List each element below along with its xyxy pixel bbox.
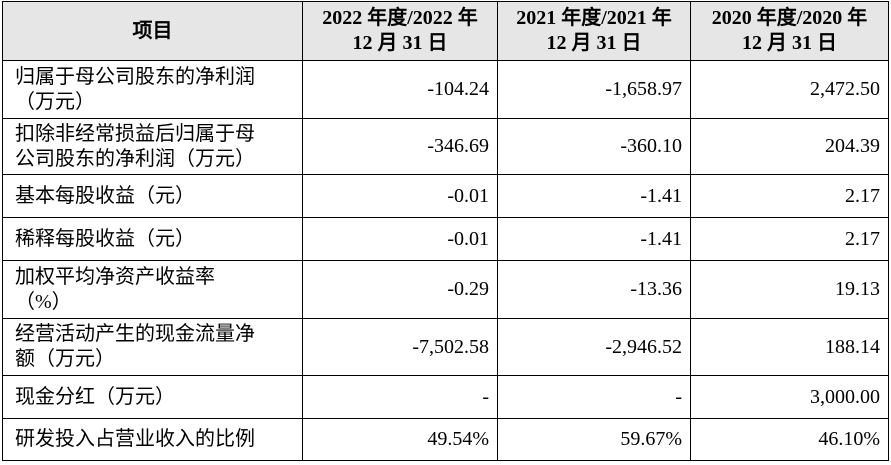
cell-line: 扣除非经常损益后归属于母 [15,122,255,145]
table-row: 基本每股收益（元） -0.01 -1.41 2.17 [2,174,889,218]
value-cell: 2,472.50 [690,60,889,119]
row-label: 现金分红（万元） [2,375,303,419]
table-row: 归属于母公司股东的净利润 （万元） -104.24 -1,658.97 2,472.50 [2,60,889,119]
row-label: 加权平均净资产收益率 （%） [2,260,303,319]
value-cell: 2.17 [690,174,889,218]
cell-line: 研发投入占营业收入的比例 [15,428,255,450]
value-cell: 204.39 [690,118,889,175]
table-row: 加权平均净资产收益率 （%） -0.29 -13.36 19.13 [2,260,889,319]
table-row: 研发投入占营业收入的比例 49.54% 59.67% 46.10% [2,418,889,461]
cell-line: 归属于母公司股东的净利润 [15,65,255,88]
cell-line: （万元） [15,90,95,113]
value-cell: - [302,375,498,419]
row-label: 经营活动产生的现金流量净 额（万元） [2,318,303,376]
value-cell: -346.69 [302,118,498,175]
cell-line: 基本每股收益（元） [15,184,195,207]
value-cell: 2.17 [690,217,889,261]
cell-line: 12 月 31 日 [546,32,642,54]
value-cell: 49.54% [302,418,498,461]
value-cell: -0.01 [302,174,498,218]
header-cell: 2022 年度/2022 年 12 月 31 日 [302,1,498,61]
header-cell: 2020 年度/2020 年 12 月 31 日 [690,1,889,61]
table-row: 稀释每股收益（元） -0.01 -1.41 2.17 [2,217,889,261]
row-label: 归属于母公司股东的净利润 （万元） [2,60,303,119]
table-row: 现金分红（万元） - -3,000.00 [2,375,889,419]
value-cell: 59.67% [497,418,691,461]
cell-line: 12 月 31 日 [742,32,837,54]
value-cell: -360.10 [497,118,691,175]
value-cell: 46.10% [690,418,889,461]
cell-line: 加权平均净资产收益率 [15,265,215,288]
cell-line: 额（万元） [15,348,115,370]
cell-line: 2020 年度/2020 年 [711,7,868,29]
value-cell: -104.24 [302,60,498,119]
cell-line: （%） [15,290,72,313]
cell-line: 经营活动产生的现金流量净 [15,323,255,345]
value-cell: -7,502.58 [302,318,498,376]
value-cell: 19.13 [690,260,889,319]
table-row: 经营活动产生的现金流量净 额（万元） -7,502.58 -2,946.52 188.1… [2,318,889,376]
table-row: 扣除非经常损益后归属于母 公司股东的净利润（万元） -346.69 -360.10 20… [2,118,889,175]
cell-line: 公司股东的净利润（万元） [15,147,255,170]
cell-line: 2022 年度/2022 年 [322,7,478,29]
table-body: 归属于母公司股东的净利润 （万元） -104.24 -1,658.97 2,472.50… [2,60,889,461]
row-label: 基本每股收益（元） [2,174,303,218]
value-cell: -2,946.52 [497,318,691,376]
header-cell: 项目 [2,1,303,61]
row-label: 研发投入占营业收入的比例 [2,418,303,461]
value-cell: -1.41 [497,174,691,218]
value-cell: -0.29 [302,260,498,319]
cell-line: 12 月 31 日 [352,32,448,54]
value-cell: 3,000.00 [690,375,889,419]
row-label: 扣除非经常损益后归属于母 公司股东的净利润（万元） [2,118,303,175]
value-cell: -1.41 [497,217,691,261]
cell-line: 2021 年度/2021 年 [516,7,672,29]
header-cell: 2021 年度/2021 年 12 月 31 日 [497,1,691,61]
cell-line: 稀释每股收益（元） [15,227,195,250]
value-cell: - [497,375,691,419]
header-row: 项目 2022 年度/2022 年 12 月 31 日 2021 年度/2021 年 1… [2,1,889,61]
row-label: 稀释每股收益（元） [2,217,303,261]
value-cell: -1,658.97 [497,60,691,119]
cell-line: 现金分红（万元） [15,385,175,408]
value-cell: -13.36 [497,260,691,319]
value-cell: -0.01 [302,217,498,261]
value-cell: 188.14 [690,318,889,376]
